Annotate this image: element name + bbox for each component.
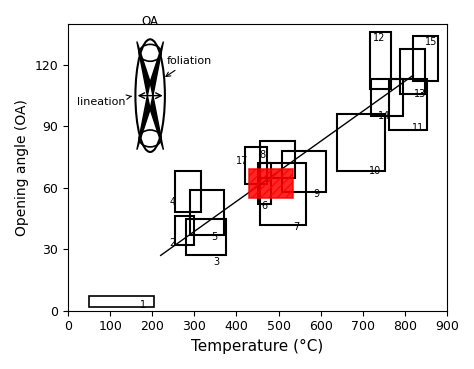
Text: 5: 5 [211,232,218,242]
Bar [282,151,326,192]
Text: 9: 9 [313,189,319,199]
Bar [190,190,224,235]
Bar [371,79,403,116]
Bar [370,32,392,90]
Text: 14: 14 [378,111,390,121]
Ellipse shape [136,39,165,152]
Text: 2: 2 [169,238,175,248]
Text: 3: 3 [214,256,220,266]
Polygon shape [137,42,150,96]
Text: 17: 17 [236,156,248,166]
Bar [245,147,267,184]
Bar [257,163,271,204]
Text: 1: 1 [140,300,146,310]
Bar [400,48,425,94]
Text: 13: 13 [413,89,426,99]
Text: 4: 4 [169,197,175,207]
Polygon shape [150,42,164,96]
Bar [175,217,194,245]
Bar [186,218,226,255]
Bar [260,163,306,225]
Bar [337,114,385,172]
Bar [260,141,295,177]
Text: foliation: foliation [166,56,211,76]
Text: 15: 15 [425,37,437,47]
Y-axis label: Opening angle (OA): Opening angle (OA) [15,99,29,236]
Bar [89,296,155,307]
Text: lineation: lineation [77,95,132,107]
Bar [413,36,438,81]
Text: 7: 7 [293,222,300,232]
Text: 10: 10 [369,166,382,176]
X-axis label: Temperature (°C): Temperature (°C) [191,339,324,354]
Bar [389,79,427,131]
Polygon shape [137,96,150,150]
Polygon shape [150,96,164,150]
Text: 11: 11 [411,123,424,134]
Text: 12: 12 [373,33,385,43]
Text: 6: 6 [262,201,268,211]
Bar [249,169,293,198]
Text: OA: OA [142,15,159,28]
Text: 8: 8 [260,150,265,160]
Bar [175,172,201,213]
